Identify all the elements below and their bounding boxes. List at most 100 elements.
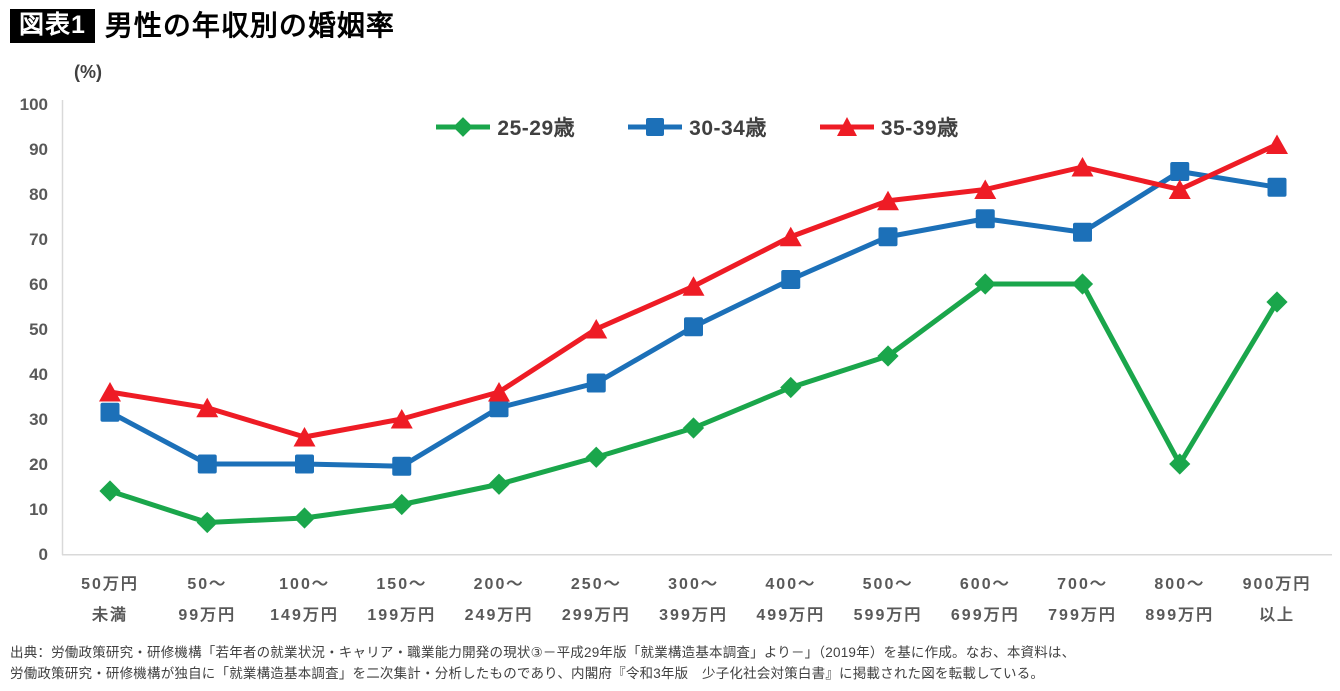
- legend-label: 30-34歳: [689, 117, 767, 140]
- data-point-square: [878, 227, 898, 247]
- data-point-triangle: [488, 382, 510, 402]
- source-note-line2: 労働政策研究・研修機構が独自に「就業構造基本調査」を二次集計・分析したものであり…: [10, 666, 1045, 682]
- data-point-square: [1267, 177, 1287, 197]
- data-point-square: [392, 456, 412, 476]
- data-point-triangle: [1071, 157, 1094, 177]
- x-tick-label-line1: 700〜: [1057, 576, 1108, 593]
- data-point-diamond: [1266, 291, 1288, 313]
- square-marker-icon: [628, 118, 683, 136]
- y-tick-label: 0: [39, 545, 48, 564]
- y-axis-unit-label: (%): [74, 62, 102, 82]
- x-tick-label-line2: 599万円: [854, 606, 923, 624]
- x-tick-label-line1: 50〜: [187, 576, 227, 593]
- x-tick-label-line2: 299万円: [562, 606, 631, 624]
- y-tick-label: 10: [29, 500, 48, 519]
- data-point-diamond: [1071, 273, 1094, 295]
- x-tick-label-line2: 未満: [91, 605, 128, 624]
- data-point-diamond: [877, 345, 899, 367]
- data-point-square: [1170, 162, 1190, 181]
- legend-label: 35-39歳: [880, 117, 959, 140]
- x-tick-label-line1: 300〜: [668, 576, 719, 593]
- x-tick-label-line2: 149万円: [270, 606, 339, 624]
- data-point-diamond: [488, 473, 510, 495]
- legend-item-age-30-34: 30-34歳: [627, 112, 767, 142]
- x-tick-label-line1: 100〜: [279, 576, 330, 593]
- data-point-triangle: [1168, 179, 1191, 199]
- x-tick-label-line1: 400〜: [765, 576, 816, 593]
- figure-header: 図表1 男性の年収別の婚姻率: [10, 9, 395, 43]
- data-point-square: [489, 398, 509, 418]
- data-point-triangle: [1266, 134, 1288, 154]
- y-tick-label: 20: [29, 455, 48, 474]
- data-point-square: [1073, 222, 1092, 242]
- data-point-triangle: [99, 382, 121, 402]
- x-tick-label-line1: 250〜: [571, 576, 622, 593]
- x-tick-label-line2: 499万円: [756, 606, 825, 624]
- x-tick-label-line2: 399万円: [659, 606, 728, 624]
- y-tick-label: 90: [29, 140, 48, 159]
- x-tick-label-line2: 899万円: [1145, 606, 1214, 624]
- x-tick-label-line1: 50万円: [81, 575, 139, 593]
- series-30-34歳: [100, 162, 1287, 476]
- data-point-triangle: [877, 190, 899, 211]
- data-point-triangle: [779, 226, 802, 247]
- x-tick-label-line2: 699万円: [951, 606, 1020, 624]
- data-point-diamond: [585, 446, 607, 468]
- data-point-diamond: [391, 493, 413, 516]
- y-tick-label: 40: [29, 365, 48, 384]
- y-tick-label: 100: [20, 95, 48, 114]
- y-axis-tick-labels: 0 10 20 30 40 50 60 70 80 90 100: [20, 95, 48, 564]
- data-point-diamond: [196, 511, 218, 534]
- x-tick-label-line2: 249万円: [465, 606, 534, 624]
- x-tick-label-line1: 150〜: [376, 576, 427, 593]
- data-point-diamond: [682, 417, 705, 439]
- data-point-square: [197, 454, 217, 474]
- x-tick-label-line2: 199万円: [367, 606, 436, 624]
- y-tick-label: 50: [29, 320, 48, 339]
- legend-item-age-35-39: 35-39歳: [819, 112, 959, 142]
- x-tick-label-line2: 99万円: [178, 606, 236, 624]
- figure-badge: 図表1: [10, 9, 95, 43]
- source-note-line1: 出典：労働政策研究・研修機構「若年者の就業状況・キャリア・職業能力開発の現状③－…: [10, 644, 1076, 660]
- triangle-marker-icon: [819, 117, 874, 136]
- data-point-triangle: [196, 397, 219, 418]
- data-point-triangle: [974, 179, 997, 199]
- data-point-square: [295, 454, 314, 474]
- x-tick-label-line1: 600〜: [960, 576, 1011, 593]
- legend-label: 25-29歳: [497, 117, 576, 140]
- figure-title: 男性の年収別の婚姻率: [104, 9, 395, 41]
- data-point-square: [684, 317, 703, 337]
- series-25-29歳: [99, 273, 1288, 534]
- x-tick-label-line1: 500〜: [863, 576, 914, 593]
- series-35-39歳: [99, 134, 1288, 447]
- data-point-diamond: [1169, 453, 1191, 475]
- data-point-square: [100, 402, 120, 422]
- x-tick-label-line2: 799万円: [1048, 606, 1117, 624]
- y-tick-label: 80: [29, 185, 48, 204]
- x-tick-label-line2: 以上: [1259, 606, 1295, 624]
- data-point-triangle: [682, 276, 705, 296]
- y-tick-label: 30: [29, 410, 48, 429]
- data-point-triangle: [293, 427, 316, 447]
- y-tick-label: 70: [29, 230, 48, 249]
- data-point-diamond: [99, 480, 121, 502]
- x-tick-label-line1: 200〜: [474, 576, 525, 593]
- data-point-diamond: [293, 507, 316, 529]
- diamond-marker-icon: [436, 117, 491, 137]
- x-tick-label-line1: 800〜: [1154, 576, 1205, 593]
- data-point-diamond: [974, 273, 996, 295]
- data-point-triangle: [390, 409, 413, 429]
- legend-item-age-25-29: 25-29歳: [435, 112, 575, 142]
- source-note: 出典：労働政策研究・研修機構「若年者の就業状況・キャリア・職業能力開発の現状③－…: [10, 642, 1075, 685]
- data-point-square: [586, 373, 606, 393]
- x-tick-label-line1: 900万円: [1243, 575, 1312, 593]
- data-point-square: [975, 209, 995, 229]
- chart-legend: 25-29歳 30-34歳 35-39歳: [62, 112, 1332, 142]
- data-point-square: [781, 270, 801, 289]
- data-point-triangle: [585, 319, 608, 339]
- y-tick-label: 60: [29, 275, 48, 294]
- data-point-diamond: [780, 376, 802, 399]
